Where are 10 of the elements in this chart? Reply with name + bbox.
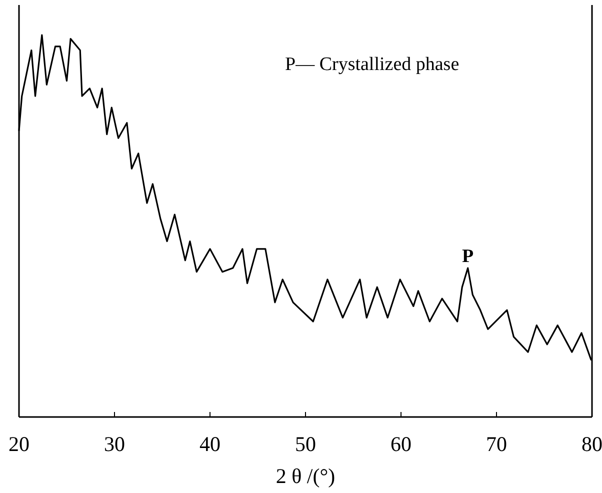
x-tick-label: 80	[582, 432, 602, 456]
x-axis-title: 2 θ /(°)	[276, 464, 336, 488]
x-tick-label: 40	[200, 432, 220, 456]
annotation: P— Crystallized phase	[285, 54, 460, 75]
x-tick-label: 20	[8, 432, 30, 456]
x-tick-label: 70	[486, 432, 507, 456]
x-tick-label: 30	[104, 432, 125, 456]
x-tick-label: 60	[390, 432, 412, 456]
x-tick-label: 50	[295, 432, 316, 456]
annotation: P	[462, 246, 474, 268]
